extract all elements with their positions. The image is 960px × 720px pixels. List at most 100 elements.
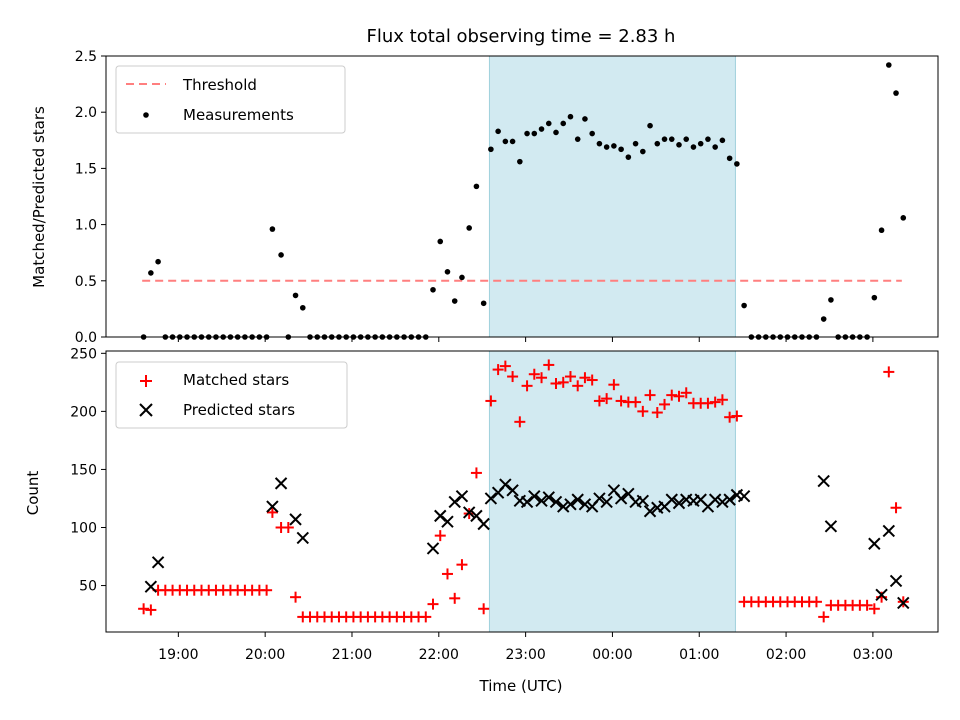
legend-measurements-label: Measurements [183, 106, 294, 124]
measurement-point [683, 136, 690, 142]
predicted-star-point [462, 506, 476, 519]
matched-star-point [861, 599, 873, 611]
top-ytick-label: 0.0 [75, 330, 97, 346]
measurement-point [668, 136, 675, 142]
measurement-point [451, 298, 458, 304]
matched-star-point [868, 603, 880, 615]
predicted-star-point [868, 537, 881, 550]
measurement-point [828, 297, 834, 303]
measurement-point [299, 304, 306, 311]
top-ytick-label: 2.0 [75, 105, 97, 121]
predicted-star-point [817, 474, 830, 488]
matched-star-point [659, 398, 671, 410]
predicted-star-point [875, 588, 888, 602]
matched-star-point [572, 380, 584, 392]
bottom-plot-frame [105, 350, 939, 633]
measurement-point [878, 227, 885, 234]
measurement-point [459, 274, 465, 281]
measurement-point [148, 270, 154, 276]
measurement-point [676, 141, 682, 148]
measurement-point [567, 113, 574, 120]
matched-star-point [579, 372, 591, 384]
matched-star-point [266, 506, 278, 518]
measurement-point [553, 129, 559, 136]
matched-star-point [528, 368, 540, 380]
measurement-point [712, 144, 718, 150]
matched-star-point [470, 467, 482, 479]
measurement-point [603, 144, 610, 150]
top-ylabel: Matched/Predicted stars [30, 106, 48, 288]
legend-matched-swatch [140, 375, 152, 387]
predicted-star-point [665, 493, 678, 506]
measurement-point [820, 316, 827, 322]
predicted-star-point [643, 505, 657, 518]
measurement-point [582, 116, 588, 122]
chart-title: Flux total observing time = 2.83 h [367, 26, 676, 47]
bottom-legend: Matched stars Predicted stars [115, 361, 348, 429]
legend-predicted-swatch [139, 403, 153, 417]
top-measurement-points [140, 62, 907, 340]
measurement-point [509, 138, 516, 145]
top-legend-box [115, 65, 346, 134]
predicted-star-point [499, 478, 512, 491]
bottom-xtick-label: 03:00 [853, 647, 893, 663]
measurement-point [292, 292, 299, 299]
predicted-star-point [289, 513, 302, 526]
predicted-star-point [614, 492, 628, 505]
predicted-star-point [716, 495, 729, 509]
predicted-star-point [889, 574, 903, 588]
matched-star-point [724, 411, 736, 423]
bottom-xtick-label: 02:00 [766, 647, 806, 663]
measurement-point [495, 128, 501, 135]
predicted-star-point [426, 542, 440, 555]
bottom-ytick-label: 200 [70, 404, 97, 420]
measurement-point [502, 138, 509, 145]
bottom-xtick-label: 22:00 [419, 647, 459, 663]
measurement-point [473, 183, 480, 190]
matched-star-point [716, 394, 728, 406]
matched-star-point [601, 393, 613, 405]
predicted-star-point [636, 494, 650, 507]
matched-star-point [485, 395, 497, 407]
top-highlight-band [488, 55, 736, 338]
predicted-star-point [708, 493, 722, 506]
predicted-star-point [506, 484, 519, 497]
matched-star-point [492, 364, 504, 376]
measurement-point [654, 140, 661, 147]
measurement-point [625, 154, 632, 160]
matched-star-point [536, 372, 548, 384]
matched-star-point [630, 396, 642, 408]
measurement-point [278, 252, 284, 258]
predicted-star-point [434, 509, 447, 523]
matched-star-point [514, 416, 526, 428]
measurement-point [734, 161, 740, 167]
bottom-ytick-label: 100 [70, 520, 97, 536]
measurement-point [705, 136, 711, 142]
legend-measurements-swatch [143, 112, 149, 118]
matched-star-point [456, 559, 468, 571]
predicted-star-point [672, 496, 686, 510]
measurement-point [430, 286, 436, 293]
predicted-star-point [528, 489, 541, 503]
measurement-point [574, 136, 581, 142]
top-ytick-label: 0.5 [75, 274, 97, 290]
top-ytick-label: 1.0 [75, 218, 97, 234]
matched-star-point [586, 374, 598, 386]
matched-star-point [680, 387, 692, 399]
predicted-star-point [542, 491, 555, 504]
bottom-legend-box [115, 361, 348, 429]
measurement-point [611, 143, 617, 149]
predicted-star-point [151, 556, 165, 569]
matched-star-point [145, 604, 157, 616]
predicted-star-point [571, 493, 584, 506]
predicted-star-point [441, 515, 454, 528]
measurement-point [589, 130, 595, 137]
measurement-point [517, 158, 523, 165]
matched-star-point [557, 376, 569, 388]
matched-star-point [478, 603, 490, 615]
measurement-point [466, 225, 472, 231]
predicted-star-point [723, 493, 736, 506]
measurement-point [444, 269, 451, 275]
measurement-point [640, 148, 646, 155]
matched-star-point [890, 502, 902, 514]
